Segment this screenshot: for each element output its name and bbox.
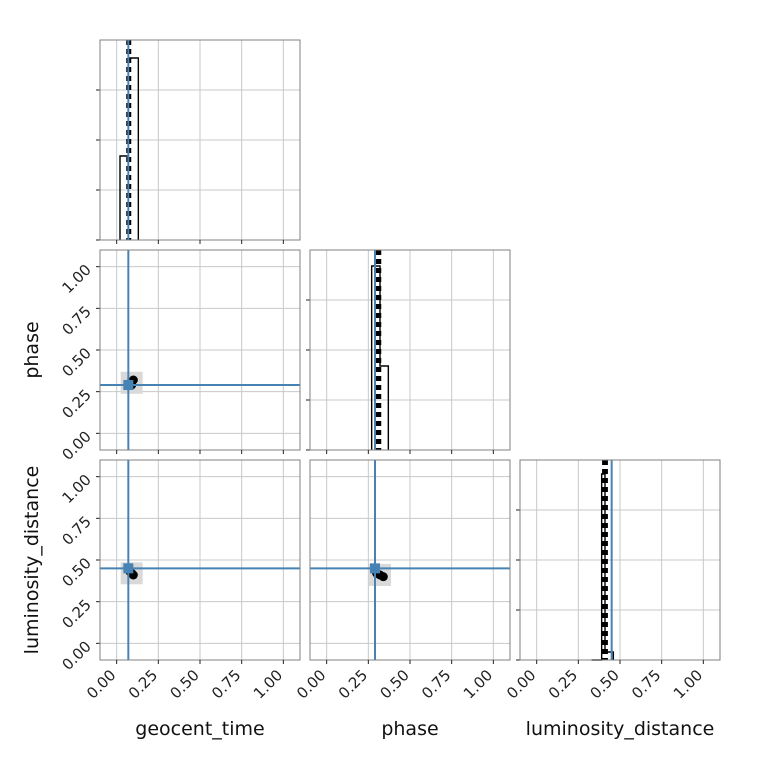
x-axis-label-luminosity_distance: luminosity_distance bbox=[526, 718, 715, 740]
y-tick-label: 1.00 bbox=[58, 261, 94, 297]
y-tick-label: 0.50 bbox=[58, 344, 94, 380]
panel-luminosity_distance-vs-luminosity_distance: 0.00 0.25 0.50 0.75 1.00 bbox=[503, 459, 721, 702]
truth-marker bbox=[370, 563, 380, 574]
y-tick-label: 0.25 bbox=[58, 386, 94, 422]
y-tick-label: 0.75 bbox=[58, 302, 94, 338]
panel-luminosity_distance-vs-geocent_time: 0.000.250.500.751.000.00 0.25 0.50 0.75 1.00 bbox=[58, 459, 301, 702]
truth-marker bbox=[123, 380, 134, 390]
y-axis-label-luminosity_distance: luminosity_distance bbox=[21, 466, 43, 655]
y-tick-label: 0.25 bbox=[58, 596, 94, 632]
y-axis-label-phase: phase bbox=[21, 321, 43, 378]
y-tick-label: 0.00 bbox=[58, 637, 94, 673]
y-tick-label: 1.00 bbox=[58, 471, 94, 507]
x-tick-label: 1.00 bbox=[460, 666, 496, 702]
panel-luminosity_distance-vs-phase: 0.00 0.25 0.50 0.75 1.00 bbox=[293, 459, 511, 702]
x-tick-label: 0.75 bbox=[208, 666, 244, 702]
truth-marker bbox=[123, 563, 134, 574]
x-tick-label: 0.00 bbox=[83, 666, 119, 702]
x-tick-label: 0.00 bbox=[293, 666, 329, 702]
x-tick-label: 0.25 bbox=[125, 666, 161, 702]
x-tick-label: 0.75 bbox=[628, 666, 664, 702]
x-tick-label: 0.25 bbox=[545, 666, 581, 702]
panel-phase-vs-phase bbox=[306, 249, 511, 454]
x-tick-label: 0.75 bbox=[418, 666, 454, 702]
x-axis-label-geocent_time: geocent_time bbox=[135, 718, 264, 740]
x-tick-label: 1.00 bbox=[670, 666, 706, 702]
panel-phase-vs-geocent_time: 0.00 0.25 0.50 0.75 1.00 bbox=[58, 249, 301, 464]
x-tick-label: 0.50 bbox=[586, 666, 622, 702]
x-tick-label: 0.25 bbox=[335, 666, 371, 702]
y-tick-label: 0.00 bbox=[58, 427, 94, 463]
y-tick-label: 0.50 bbox=[58, 554, 94, 590]
x-tick-label: 1.00 bbox=[250, 666, 286, 702]
x-tick-label: 0.50 bbox=[166, 666, 202, 702]
x-tick-label: 0.50 bbox=[376, 666, 412, 702]
x-tick-label: 0.00 bbox=[503, 666, 539, 702]
y-tick-label: 0.75 bbox=[58, 512, 94, 548]
panel-geocent_time-vs-geocent_time bbox=[96, 39, 301, 244]
x-axis-label-phase: phase bbox=[381, 718, 438, 740]
